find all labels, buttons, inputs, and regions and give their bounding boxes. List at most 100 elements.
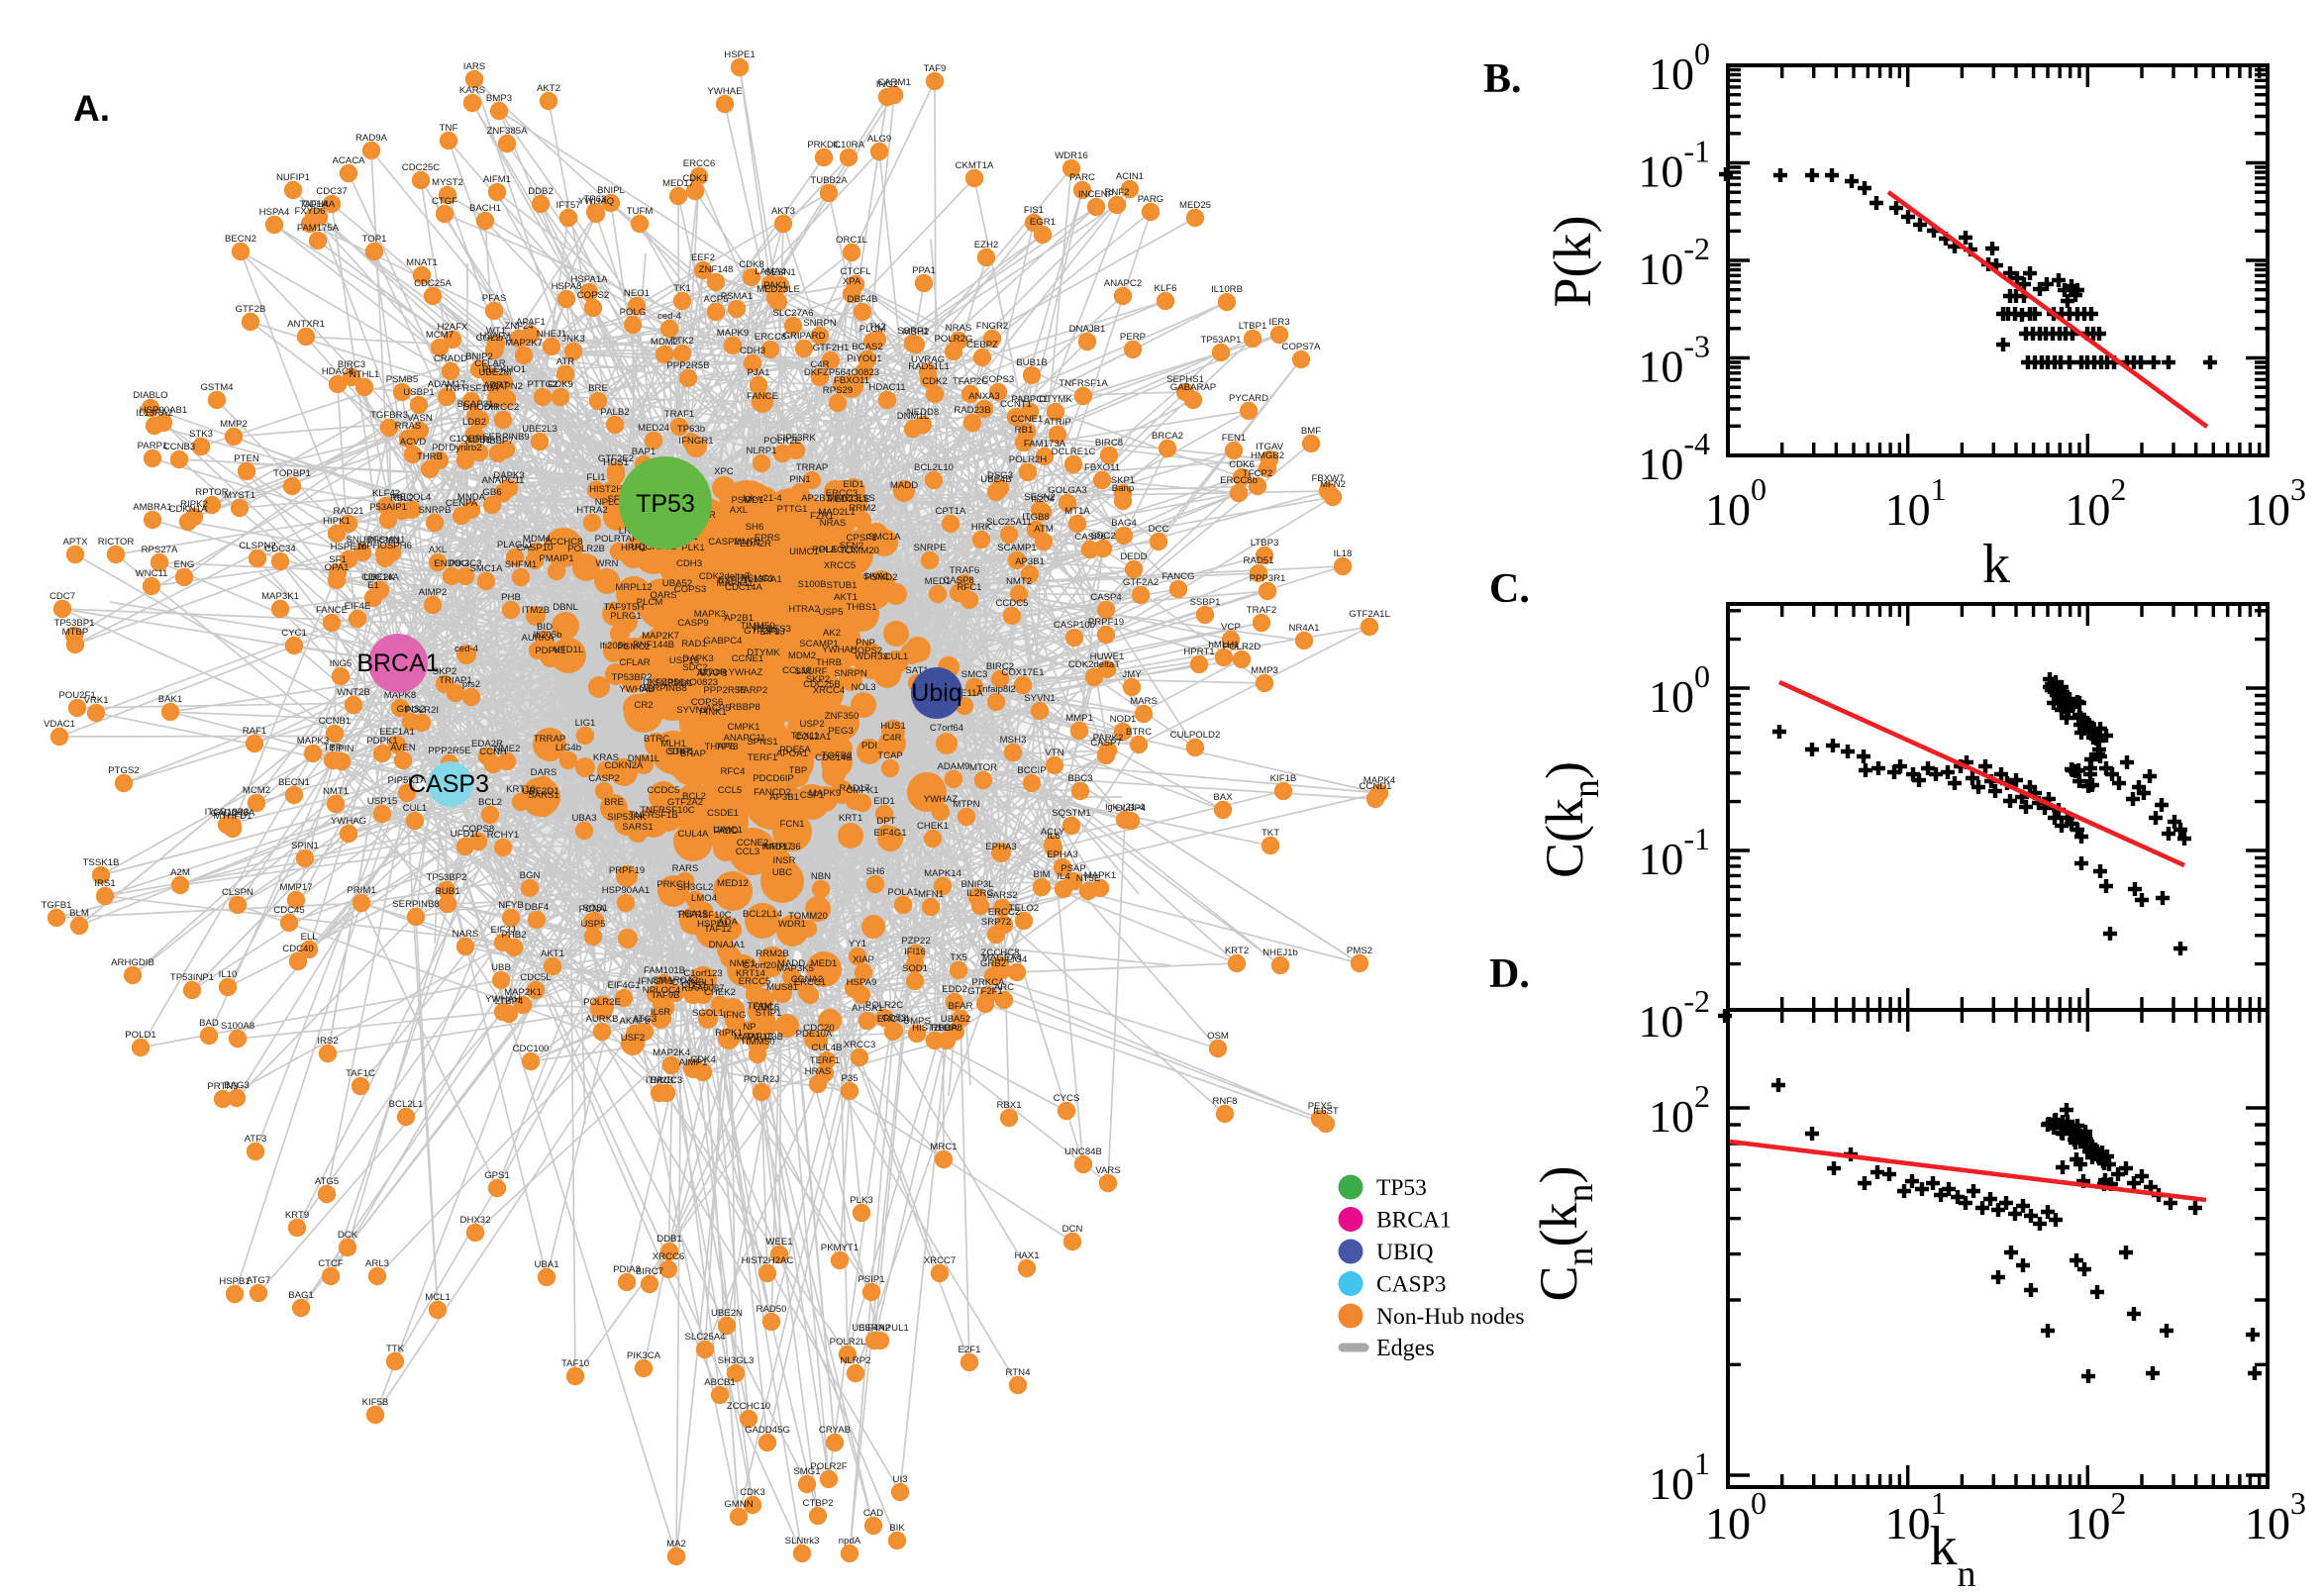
- svg-text:CCL18: CCL18: [782, 665, 812, 676]
- svg-text:BCCIP: BCCIP: [1017, 765, 1046, 776]
- svg-text:ARC: ARC: [994, 982, 1014, 993]
- svg-text:Edges: Edges: [1376, 1336, 1435, 1361]
- svg-text:BAG3: BAG3: [224, 1080, 250, 1091]
- svg-text:JNK3: JNK3: [561, 334, 584, 345]
- svg-text:PDE10A: PDE10A: [796, 1029, 833, 1040]
- svg-text:BAX: BAX: [1213, 792, 1233, 803]
- svg-text:HSP90AA1: HSP90AA1: [602, 885, 651, 896]
- svg-text:CTGF: CTGF: [432, 196, 457, 207]
- svg-text:COX17E1: COX17E1: [1001, 667, 1044, 678]
- svg-text:PARC: PARC: [1069, 172, 1095, 183]
- svg-text:SFN: SFN: [607, 494, 626, 505]
- svg-text:AIFM1: AIFM1: [483, 174, 511, 185]
- svg-text:HDAC11: HDAC11: [868, 382, 905, 393]
- svg-text:PMAIP1: PMAIP1: [539, 553, 573, 564]
- svg-text:POLR2C: POLR2C: [865, 1000, 903, 1011]
- svg-text:KARS: KARS: [459, 85, 485, 96]
- svg-text:CASP10b: CASP10b: [1054, 620, 1095, 631]
- svg-text:RBBP7: RBBP7: [482, 436, 513, 447]
- svg-text:RAD9A: RAD9A: [355, 133, 388, 144]
- svg-text:PEX5: PEX5: [1308, 1101, 1333, 1112]
- svg-text:MMP1: MMP1: [734, 537, 761, 548]
- svg-text:PRKDC: PRKDC: [807, 140, 841, 150]
- svg-text:FIS1: FIS1: [1024, 205, 1044, 216]
- svg-text:COPS8: COPS8: [462, 824, 495, 835]
- svg-text:TAF1B: TAF1B: [745, 1032, 773, 1043]
- svg-text:S100A8: S100A8: [221, 1021, 254, 1032]
- svg-text:CDK2deltaT: CDK2deltaT: [699, 571, 751, 582]
- svg-text:AVEN: AVEN: [390, 743, 415, 753]
- svg-text:DTYMK: DTYMK: [1039, 394, 1072, 405]
- svg-text:HIST2H3A: HIST2H3A: [912, 1023, 958, 1034]
- svg-text:IL2RG: IL2RG: [966, 888, 994, 899]
- svg-text:C4R: C4R: [882, 733, 901, 744]
- svg-text:CDC37: CDC37: [316, 186, 347, 197]
- svg-text:RECQL4: RECQL4: [393, 492, 432, 503]
- svg-text:PAK1: PAK1: [763, 280, 787, 291]
- svg-text:DNAJB1: DNAJB1: [1069, 324, 1106, 335]
- svg-text:CDK3: CDK3: [740, 1487, 765, 1498]
- svg-text:CASP4: CASP4: [1090, 592, 1122, 603]
- svg-text:RBBP8: RBBP8: [729, 702, 759, 713]
- svg-text:GPS1: GPS1: [484, 1170, 510, 1181]
- svg-text:WT1: WT1: [486, 326, 506, 337]
- svg-text:CASP3: CASP3: [408, 770, 489, 798]
- svg-text:POLR2G: POLR2G: [935, 334, 973, 345]
- svg-text:PLK3: PLK3: [850, 1195, 872, 1206]
- svg-text:CDC5L: CDC5L: [520, 972, 552, 983]
- svg-text:APOA1: APOA1: [776, 748, 808, 759]
- svg-text:PLCM: PLCM: [637, 597, 663, 608]
- svg-text:SKP2: SKP2: [806, 674, 831, 685]
- svg-text:NMT1: NMT1: [323, 786, 349, 797]
- svg-text:ESPL1: ESPL1: [718, 575, 748, 586]
- svg-text:PINK1: PINK1: [699, 707, 727, 718]
- svg-text:Ifi205b: Ifi205b: [600, 641, 629, 651]
- svg-text:USP5: USP5: [580, 919, 605, 930]
- svg-text:HSPA1A: HSPA1A: [570, 274, 608, 285]
- svg-text:CCNE1: CCNE1: [1011, 414, 1044, 425]
- svg-text:UBA52: UBA52: [662, 578, 692, 589]
- svg-text:SF1: SF1: [329, 554, 347, 565]
- svg-text:MRPL12: MRPL12: [615, 582, 652, 593]
- svg-text:POLRTAF6: POLRTAF6: [595, 534, 644, 545]
- svg-text:PDIA3: PDIA3: [613, 1264, 641, 1275]
- svg-text:MAP2K1: MAP2K1: [504, 987, 542, 998]
- svg-text:BRCA1: BRCA1: [1376, 1208, 1452, 1234]
- svg-text:BIRC3: BIRC3: [338, 359, 365, 370]
- svg-text:DAPK3: DAPK3: [682, 653, 713, 664]
- svg-text:RARS: RARS: [672, 863, 699, 874]
- svg-text:MCM7: MCM7: [426, 330, 454, 341]
- svg-text:Banp: Banp: [1112, 483, 1134, 494]
- svg-text:MAD2L1: MAD2L1: [818, 507, 855, 518]
- svg-text:H2AFY: H2AFY: [480, 331, 512, 342]
- svg-text:BNIP2: BNIP2: [465, 351, 493, 362]
- svg-text:HUS1: HUS1: [880, 721, 906, 732]
- svg-text:FANCG: FANCG: [1162, 571, 1194, 582]
- svg-text:CASP3: CASP3: [1376, 1272, 1447, 1298]
- svg-text:RAD17: RAD17: [840, 783, 870, 794]
- svg-text:EPRS: EPRS: [755, 533, 780, 544]
- svg-text:IRS2: IRS2: [317, 1036, 338, 1047]
- svg-text:TUFM: TUFM: [627, 206, 654, 217]
- svg-text:SLC25A11: SLC25A11: [986, 517, 1032, 528]
- svg-text:PRIM1: PRIM1: [347, 885, 375, 896]
- svg-text:CASP7: CASP7: [1090, 738, 1121, 748]
- svg-text:PALB2: PALB2: [600, 407, 629, 418]
- svg-text:FZR1: FZR1: [810, 511, 834, 522]
- svg-text:IL18: IL18: [1334, 549, 1353, 559]
- svg-text:ZCCHC10: ZCCHC10: [727, 1401, 770, 1412]
- svg-text:SAT1: SAT1: [905, 665, 928, 676]
- svg-text:CDC14A: CDC14A: [725, 582, 762, 593]
- svg-text:POLE: POLE: [812, 545, 838, 555]
- svg-text:PARK2: PARK2: [1093, 733, 1124, 744]
- svg-text:HSPD1: HSPD1: [697, 919, 729, 930]
- svg-text:AP2B1: AP2B1: [724, 613, 754, 624]
- svg-text:POLR2B: POLR2B: [567, 544, 605, 554]
- svg-text:C.: C.: [1489, 566, 1530, 612]
- svg-text:MSH3: MSH3: [1000, 735, 1027, 746]
- svg-text:PIK3R1: PIK3R1: [367, 536, 400, 547]
- svg-text:SMC3: SMC3: [961, 669, 988, 680]
- svg-text:PRPF19: PRPF19: [609, 865, 645, 876]
- svg-text:LMO4: LMO4: [691, 893, 718, 904]
- svg-text:ATM: ATM: [1034, 524, 1054, 535]
